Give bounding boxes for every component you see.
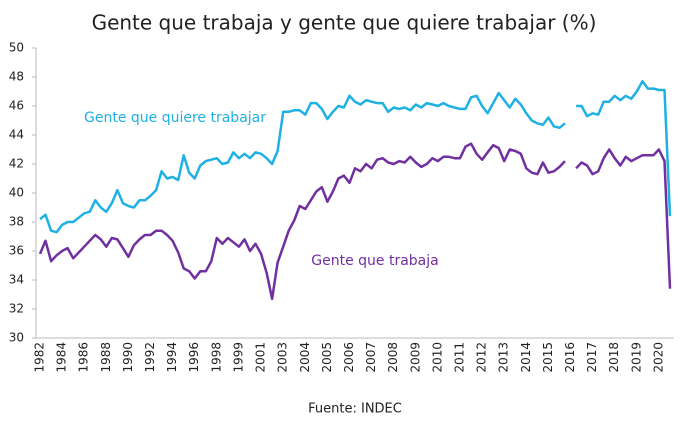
x-tick-label: 2012 [475,342,489,373]
x-tick-label: 1994 [165,342,179,373]
series-line [39,80,672,234]
x-tick-label: 1990 [121,342,135,373]
y-tick-label: 50 [9,41,24,55]
x-tick-label: 2015 [541,342,555,373]
y-tick-label: 30 [9,331,24,345]
y-tick-label: 36 [9,244,24,258]
x-tick-label: 1986 [77,342,91,373]
x-tick-label: 2004 [298,342,312,373]
x-tick-label: 1984 [55,342,69,373]
x-tick-label: 1999 [231,342,245,373]
y-tick-label: 38 [9,215,24,229]
y-tick-label: 32 [9,302,24,316]
x-tick-label: 1988 [99,342,113,373]
x-tick-label: 2017 [585,342,599,373]
x-tick-label: 1998 [209,342,223,373]
x-tick-label: 2019 [629,342,643,373]
x-tick-label: 1982 [33,342,47,373]
x-tick-label: 2011 [453,342,467,373]
x-tick-label: 1996 [187,342,201,373]
x-tick-label: 2006 [342,342,356,373]
x-tick-label: 2020 [651,342,665,373]
x-tick-label: 2003 [276,342,290,373]
x-tick-label: 2007 [364,342,378,373]
x-tick-label: 2008 [386,342,400,373]
x-tick-label: 2014 [519,342,533,373]
x-tick-label: 1992 [143,342,157,373]
y-tick-label: 46 [9,99,24,113]
chart-title: Gente que trabaja y gente que quiere tra… [92,11,597,35]
source: Fuente: INDEC [308,402,402,417]
y-tick-label: 40 [9,186,24,200]
x-tick-label: 2013 [497,342,511,373]
y-tick-label: 48 [9,70,24,84]
series-label: Gente que quiere trabajar [84,110,266,126]
x-tick-label: 2018 [607,342,621,373]
series-line [38,142,672,301]
x-tick-label: 2010 [430,342,444,373]
y-tick-label: 34 [9,273,24,287]
y-tick-label: 42 [9,157,24,171]
x-tick-label: 2016 [563,342,577,373]
series-label: Gente que trabaja [311,253,438,269]
x-tick-label: 2005 [320,342,334,373]
x-tick-label: 2001 [254,342,268,373]
y-tick-label: 44 [9,128,24,142]
x-tick-label: 2009 [408,342,422,373]
